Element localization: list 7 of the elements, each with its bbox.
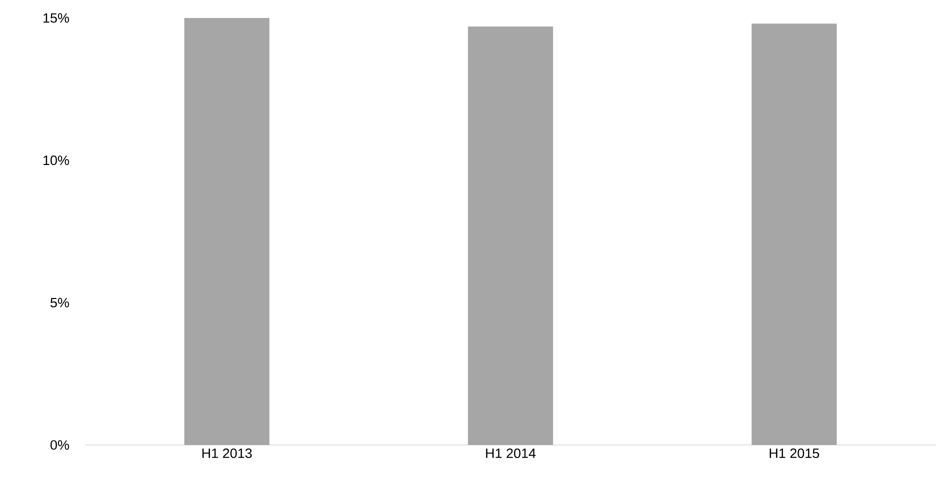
y-tick-label: 10% [44,156,69,166]
x-tick-label: H1 2015 [770,448,820,458]
x-tick-label: H1 2013 [202,448,252,458]
y-tick-label: 0% [50,440,69,450]
y-tick-label: 15% [44,13,69,23]
y-tick-label: 5% [50,298,69,308]
x-tick-label: H1 2014 [486,448,536,458]
